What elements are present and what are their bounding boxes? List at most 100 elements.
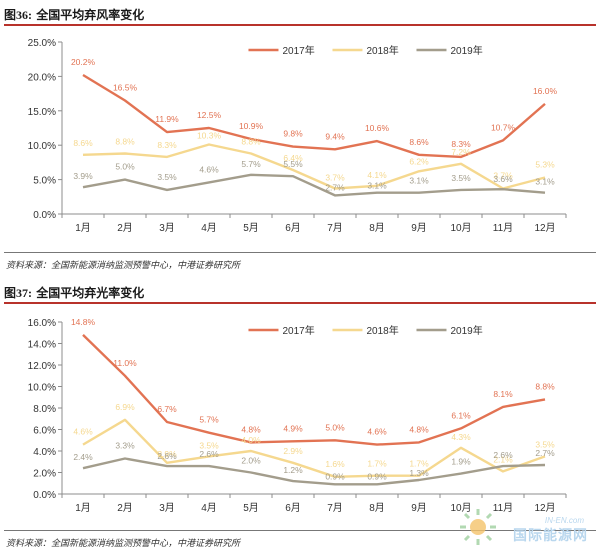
x-tick-label: 7月 [327, 222, 343, 234]
y-tick-label: 6.0% [33, 426, 56, 437]
data-label: 10.6% [365, 123, 390, 133]
x-tick-label: 12月 [534, 502, 555, 514]
y-tick-label: 4.0% [33, 447, 56, 458]
series-line-2018年 [82, 418, 546, 479]
data-label: 4.6% [73, 427, 93, 437]
y-tick-label: 14.0% [28, 340, 56, 351]
y-tick-label: 10.0% [28, 383, 56, 394]
figure-36-title-text: 全国平均弃风率变化 [36, 8, 145, 22]
data-label: 3.6% [493, 174, 513, 184]
data-label: 2.4% [73, 452, 93, 462]
data-label: 6.4% [283, 153, 303, 163]
data-label: 8.8% [241, 136, 261, 146]
data-label: 7.2% [451, 147, 471, 157]
data-label: 3.5% [535, 439, 555, 449]
data-label: 8.6% [73, 138, 93, 148]
data-label: 4.6% [199, 164, 219, 174]
y-tick-label: 20.0% [28, 72, 56, 83]
figure-37-title-text: 全国平均弃光率变化 [36, 286, 145, 300]
data-label: 6.9% [115, 402, 135, 412]
legend-label: 2019年 [450, 44, 482, 57]
x-tick-label: 12月 [534, 222, 555, 234]
x-tick-label: 5月 [243, 502, 259, 514]
data-label: 2.6% [493, 450, 513, 460]
watermark-text: 国际能源网 [513, 528, 588, 544]
data-label: 8.8% [535, 381, 555, 391]
figure-36-bottom-rule [4, 252, 596, 253]
x-tick-label: 4月 [201, 222, 217, 234]
data-label: 8.1% [493, 389, 513, 399]
x-tick-label: 10月 [450, 502, 471, 514]
x-tick-label: 2月 [117, 222, 133, 234]
data-label: 10.7% [491, 122, 516, 132]
y-tick-label: 8.0% [33, 404, 56, 415]
figure-37-source: 资料来源：全国新能源消纳监测预警中心，中港证券研究所 [6, 539, 241, 549]
y-tick-label: 12.0% [28, 361, 56, 372]
data-label: 2.9% [283, 446, 303, 456]
data-label: 2.0% [241, 456, 261, 466]
series-line-2018年 [82, 143, 546, 190]
data-label: 6.2% [409, 156, 429, 166]
data-label: 3.5% [199, 440, 219, 450]
data-label: 0.9% [367, 471, 387, 481]
data-label: 3.5% [451, 173, 471, 183]
x-tick-label: 4月 [201, 502, 217, 514]
x-tick-label: 8月 [369, 502, 385, 514]
data-label: 1.6% [325, 459, 345, 469]
y-tick-label: 16.0% [28, 318, 56, 329]
figure-37-bottom-rule [4, 530, 596, 531]
data-label: 5.5% [283, 159, 303, 169]
figure-36-top-rule [4, 24, 596, 26]
data-label: 6.1% [451, 410, 471, 420]
data-label: 3.7% [325, 173, 345, 183]
series-line-2019年 [82, 173, 546, 197]
figure-37-number: 图37: [4, 286, 32, 300]
data-label: 3.5% [157, 172, 177, 182]
series-line-2017年 [82, 73, 546, 159]
figure-36-number: 图36: [4, 8, 32, 22]
data-label: 10.3% [197, 131, 222, 141]
y-tick-label: 15.0% [28, 107, 56, 118]
data-label: 1.2% [283, 465, 303, 475]
legend-label: 2019年 [450, 324, 482, 337]
data-label: 3.1% [367, 181, 387, 191]
data-label: 4.8% [241, 424, 261, 434]
data-label: 10.9% [239, 121, 264, 131]
x-tick-label: 5月 [243, 222, 259, 234]
data-label: 1.3% [409, 468, 429, 478]
x-tick-label: 2月 [117, 502, 133, 514]
data-label: 2.7% [325, 182, 345, 192]
legend-label: 2017年 [282, 324, 314, 337]
x-tick-label: 11月 [493, 222, 513, 234]
x-tick-label: 3月 [159, 222, 175, 234]
data-label: 3.7% [493, 171, 513, 181]
data-label: 1.7% [409, 459, 429, 469]
data-label: 5.3% [535, 160, 555, 170]
data-label: 1.9% [451, 457, 471, 467]
wind-curtailment-chart: 0.0% 5.0% 10.0% 15.0% 20.0% 25.0% 1月 2月 3月 4月 5月 6月… [28, 38, 567, 234]
data-label: 12.5% [197, 110, 222, 120]
watermark-logo: IN-EN.com 国际能源网 [458, 501, 588, 551]
x-tick-label: 6月 [285, 222, 301, 234]
figure-36-chart-box: 0.0% 5.0% 10.0% 15.0% 20.0% 25.0% 1月 2月 3月 4月 5月 6月… [18, 30, 584, 240]
sun-logo-icon [460, 509, 496, 545]
x-tick-label: 6月 [285, 502, 301, 514]
data-label: 6.7% [157, 404, 177, 414]
data-label: 5.7% [241, 159, 261, 169]
x-tick-label: 3月 [159, 502, 175, 514]
data-label: 4.8% [409, 424, 429, 434]
x-tick-label: 1月 [75, 502, 91, 514]
data-label: 4.9% [283, 423, 303, 433]
data-label: 2.1% [493, 454, 513, 464]
data-label: 9.8% [283, 129, 303, 139]
y-tick-label: 2.0% [33, 469, 56, 480]
legend-label: 2018年 [366, 324, 398, 337]
figure-36-title: 图36: 全国平均弃风率变化 [4, 6, 144, 23]
data-label: 3.1% [535, 177, 555, 187]
data-label: 2.6% [157, 451, 177, 461]
x-tick-label: 10月 [450, 222, 471, 234]
data-label: 11.0% [113, 358, 137, 368]
data-label: 5.0% [325, 422, 345, 432]
data-label: 4.3% [451, 432, 471, 442]
y-tick-label: 5.0% [33, 176, 56, 187]
